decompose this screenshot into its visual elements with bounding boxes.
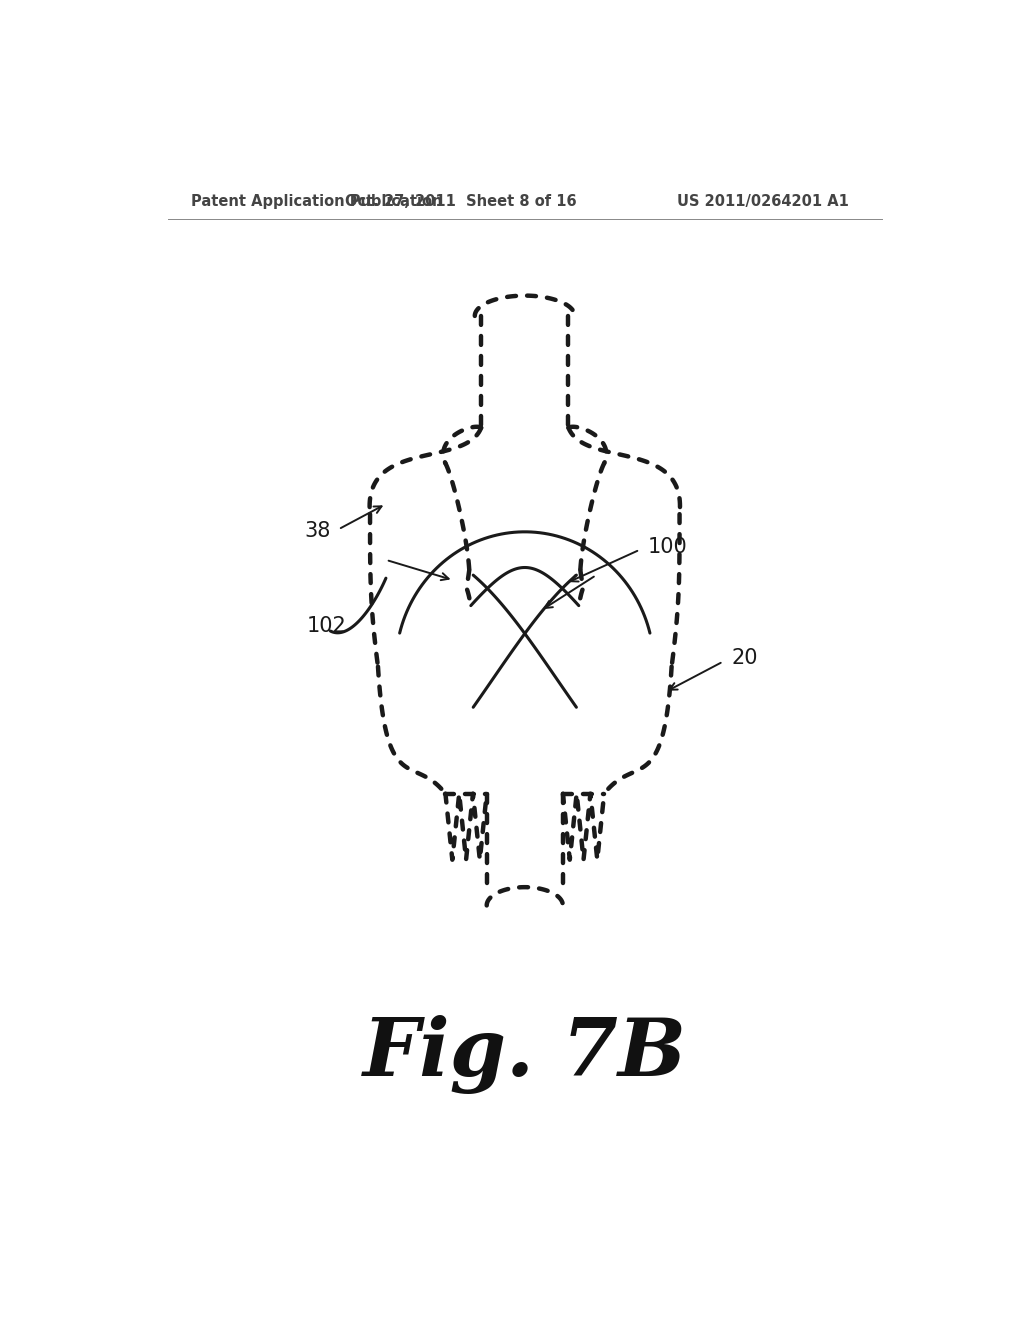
Text: Fig. 7B: Fig. 7B xyxy=(362,1015,687,1094)
Text: 102: 102 xyxy=(306,616,346,636)
Text: US 2011/0264201 A1: US 2011/0264201 A1 xyxy=(677,194,849,209)
Text: 100: 100 xyxy=(648,537,687,557)
Text: Patent Application Publication: Patent Application Publication xyxy=(191,194,443,209)
Text: 38: 38 xyxy=(304,521,331,541)
Text: 20: 20 xyxy=(731,648,758,668)
Text: Oct. 27, 2011  Sheet 8 of 16: Oct. 27, 2011 Sheet 8 of 16 xyxy=(345,194,578,209)
